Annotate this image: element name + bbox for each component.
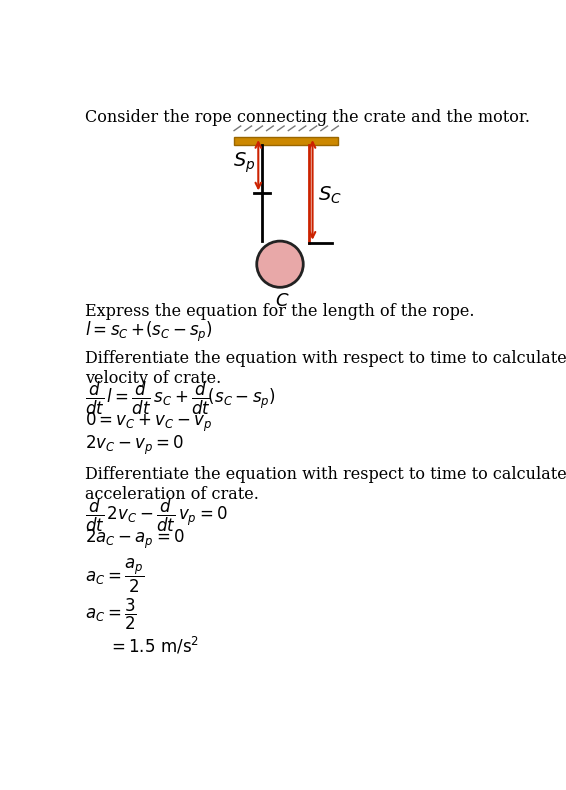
Text: Differentiate the equation with respect to time to calculate the
velocity of cra: Differentiate the equation with respect … (85, 351, 566, 387)
Circle shape (257, 241, 303, 288)
Text: $C$: $C$ (275, 292, 290, 310)
Text: $2a_C - a_p = 0$: $2a_C - a_p = 0$ (85, 528, 185, 551)
Text: $l = s_C + \!\left(s_C - s_p\right)$: $l = s_C + \!\left(s_C - s_p\right)$ (85, 320, 212, 344)
Text: Consider the rope connecting the crate and the motor.: Consider the rope connecting the crate a… (85, 109, 530, 126)
Text: $a_C = \dfrac{a_p}{2}$: $a_C = \dfrac{a_p}{2}$ (85, 557, 144, 595)
Text: $\dfrac{d}{dt}\,l = \dfrac{d}{dt}\,s_C + \dfrac{d}{dt}\!\left(s_C - s_p\right)$: $\dfrac{d}{dt}\,l = \dfrac{d}{dt}\,s_C +… (85, 380, 276, 417)
Text: $2v_C - v_p = 0$: $2v_C - v_p = 0$ (85, 434, 184, 457)
Text: $S_C$: $S_C$ (318, 185, 342, 206)
Text: $a_C = \dfrac{3}{2}$: $a_C = \dfrac{3}{2}$ (85, 596, 136, 632)
Text: Differentiate the equation with respect to time to calculate the
acceleration of: Differentiate the equation with respect … (85, 466, 566, 502)
Bar (234, 137, 338, 145)
Text: $\dfrac{d}{dt}\,2v_C - \dfrac{d}{dt}\,v_p = 0$: $\dfrac{d}{dt}\,2v_C - \dfrac{d}{dt}\,v_… (85, 497, 228, 534)
Text: $= 1.5\ \mathrm{m/s}^{2}$: $= 1.5\ \mathrm{m/s}^{2}$ (108, 635, 199, 656)
Text: Express the equation for the length of the rope.: Express the equation for the length of t… (85, 303, 474, 320)
Text: $0 = v_C + v_C - v_p$: $0 = v_C + v_C - v_p$ (85, 411, 212, 434)
Text: $S_p$: $S_p$ (233, 150, 255, 175)
